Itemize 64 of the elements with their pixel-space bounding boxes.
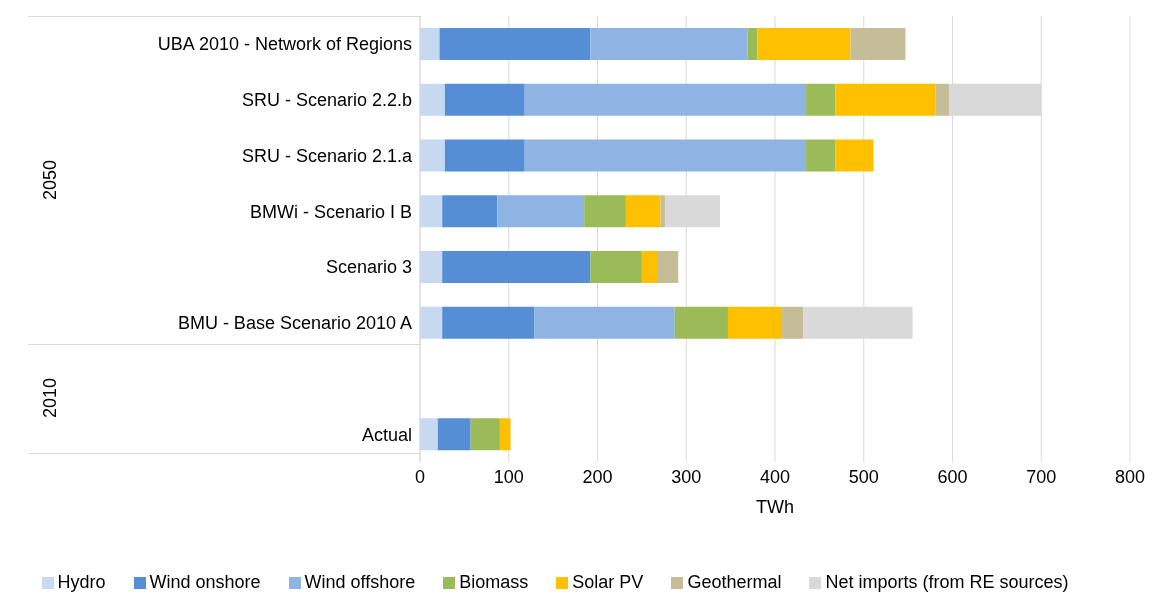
bar [420,83,445,116]
bar [641,251,657,283]
x-axis-title: TWh [756,496,794,517]
bar [625,195,661,228]
bar [499,418,511,451]
text: 2010 [40,378,61,419]
bar [420,195,443,228]
bar [757,28,851,60]
bar [835,83,936,116]
bar [442,306,535,339]
bar [444,139,525,172]
legend-label: Net imports (from RE sources) [825,572,1069,592]
bar [534,306,675,339]
x-tick-label: 600 [937,466,968,487]
x-tick-label: 500 [848,466,879,487]
bar [806,83,836,116]
bar [439,28,591,60]
y-tick-label: SRU - Scenario 2.1.a [241,145,413,166]
bar [660,195,665,228]
bar [590,28,748,60]
bar [782,306,804,339]
bar [420,251,443,283]
bar [747,28,758,60]
bar [674,306,728,339]
bar [835,139,874,172]
bar [727,306,783,339]
legend-label: Solar PV [572,572,644,592]
x-tick-label: 0 [414,466,426,487]
bar [470,418,500,451]
bar [420,28,440,60]
x-tick-label: 100 [493,466,524,487]
bar [584,195,626,228]
legend-label: Biomass [459,572,529,592]
y-tick-label: SRU - Scenario 2.2.b [241,90,412,111]
bar [656,251,679,283]
legend-label: Wind onshore [149,572,261,592]
bar [437,418,471,451]
bar [497,195,585,228]
x-tick-label: 300 [671,466,702,487]
bar [850,28,906,60]
y-tick-label: Scenario 3 [325,257,412,278]
bar [420,139,445,172]
y-tick-label: BMU - Base Scenario 2010 A [177,313,412,334]
x-tick-label: 700 [1026,466,1057,487]
bar [444,83,525,116]
y-tick-label: Actual [361,424,412,445]
y-tick-label: UBA 2010 - Network of Regions [157,34,412,55]
legend-label: Hydro [57,572,106,592]
bar [420,418,438,451]
x-tick-label: 400 [759,466,791,487]
bar [590,251,642,283]
bar [524,139,807,172]
x-tick-label: 800 [1114,466,1146,487]
bar [442,251,591,283]
bar [420,306,443,339]
legend-label: Wind offshore [304,572,416,592]
bar [806,139,836,172]
y-tick-label: BMWi - Scenario I B [249,201,412,222]
bar [935,83,949,116]
text: 2050 [40,159,61,200]
legend-label: Geothermal [687,572,782,592]
x-tick-label: 200 [582,466,613,487]
bar [442,195,498,228]
bar [524,83,807,116]
